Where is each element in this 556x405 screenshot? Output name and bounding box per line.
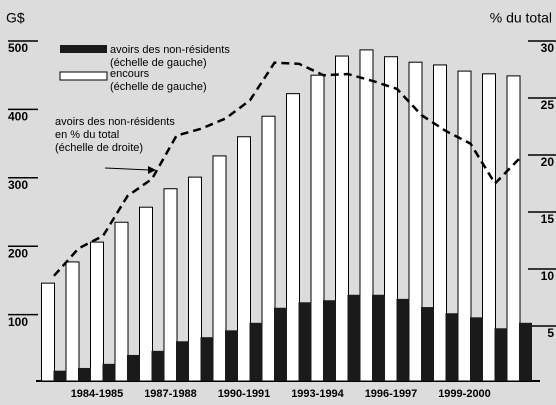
bar-nonresident	[151, 350, 165, 381]
bar-nonresident	[494, 328, 508, 381]
y-tick-label: 500	[8, 41, 28, 55]
legend-swatch	[60, 45, 107, 53]
bar-total	[114, 221, 129, 382]
bar-nonresident	[323, 300, 336, 381]
bar-nonresident	[372, 294, 385, 381]
x-tick-label: 1993-1994	[291, 388, 344, 400]
bar-nonresident	[225, 330, 238, 381]
bar-nonresident	[298, 302, 312, 381]
bar-total	[163, 188, 178, 382]
y2-tick-label: 30	[541, 41, 555, 55]
bar-total	[359, 49, 374, 382]
annotation: en % du total	[55, 129, 119, 141]
bar-nonresident	[347, 294, 361, 381]
bar-total	[41, 282, 55, 382]
x-tick-label: 1999-2000	[438, 388, 491, 400]
bar-nonresident	[421, 307, 434, 381]
x-tick-label: 1984-1985	[71, 388, 124, 400]
bar-total	[384, 56, 398, 382]
line-share	[53, 61, 521, 277]
bar-total	[237, 136, 251, 382]
bar-nonresident	[470, 317, 483, 381]
bar-total	[212, 155, 227, 382]
y2-tick-label: 15	[541, 212, 555, 226]
y-tick-label: 200	[8, 246, 28, 260]
y-tick-label: 400	[8, 110, 28, 124]
bar-total	[261, 115, 276, 382]
y2-tick-label: 20	[541, 155, 555, 169]
bar-total	[335, 55, 349, 382]
x-tick-label: 1996-1997	[365, 388, 418, 400]
x-tick-label: 1987-1988	[144, 388, 197, 400]
y-tick-label: 100	[8, 315, 28, 329]
bar-nonresident	[102, 363, 116, 381]
bar-nonresident	[53, 370, 67, 381]
x-tick-label: 1990-1991	[218, 388, 271, 400]
bar-nonresident	[78, 367, 91, 381]
bar-total	[90, 241, 104, 382]
bar-total	[286, 93, 300, 382]
annotation-arrowhead	[148, 166, 156, 174]
bar-nonresident	[249, 322, 263, 381]
y2-tick-label: 25	[541, 98, 555, 112]
bar-nonresident	[396, 298, 410, 381]
bar-nonresident	[200, 337, 214, 381]
bar-nonresident	[176, 341, 189, 381]
bar-total	[65, 261, 80, 382]
annotation: (échelle de droite)	[55, 142, 143, 154]
legend-label: (échelle de gauche)	[110, 81, 207, 93]
y-tick-label: 300	[8, 178, 28, 192]
bar-total	[188, 176, 202, 382]
bar-total	[310, 74, 325, 382]
bar-nonresident	[127, 354, 140, 381]
y-axis-label: G$	[6, 10, 25, 26]
annotation: avoirs des non-résidents	[55, 116, 175, 128]
bar-total	[457, 70, 472, 382]
bar-nonresident	[274, 307, 287, 381]
y2-tick-label: 5	[547, 326, 554, 340]
bar-total	[408, 61, 423, 382]
bar-total	[482, 73, 496, 382]
legend-swatch	[59, 71, 108, 81]
legend-label: encours	[110, 68, 150, 80]
bar-nonresident	[445, 313, 459, 381]
bar-total	[506, 75, 521, 382]
y2-tick-label: 10	[541, 269, 555, 283]
y2-axis-label: % du total	[490, 10, 552, 26]
legend-label: (échelle de gauche)	[110, 57, 207, 69]
bar-total	[433, 64, 447, 382]
annotation-arrow	[104, 167, 151, 171]
bar-total	[139, 206, 153, 382]
bar-nonresident	[519, 322, 532, 381]
legend-label: avoirs des non-résidents	[110, 44, 230, 56]
